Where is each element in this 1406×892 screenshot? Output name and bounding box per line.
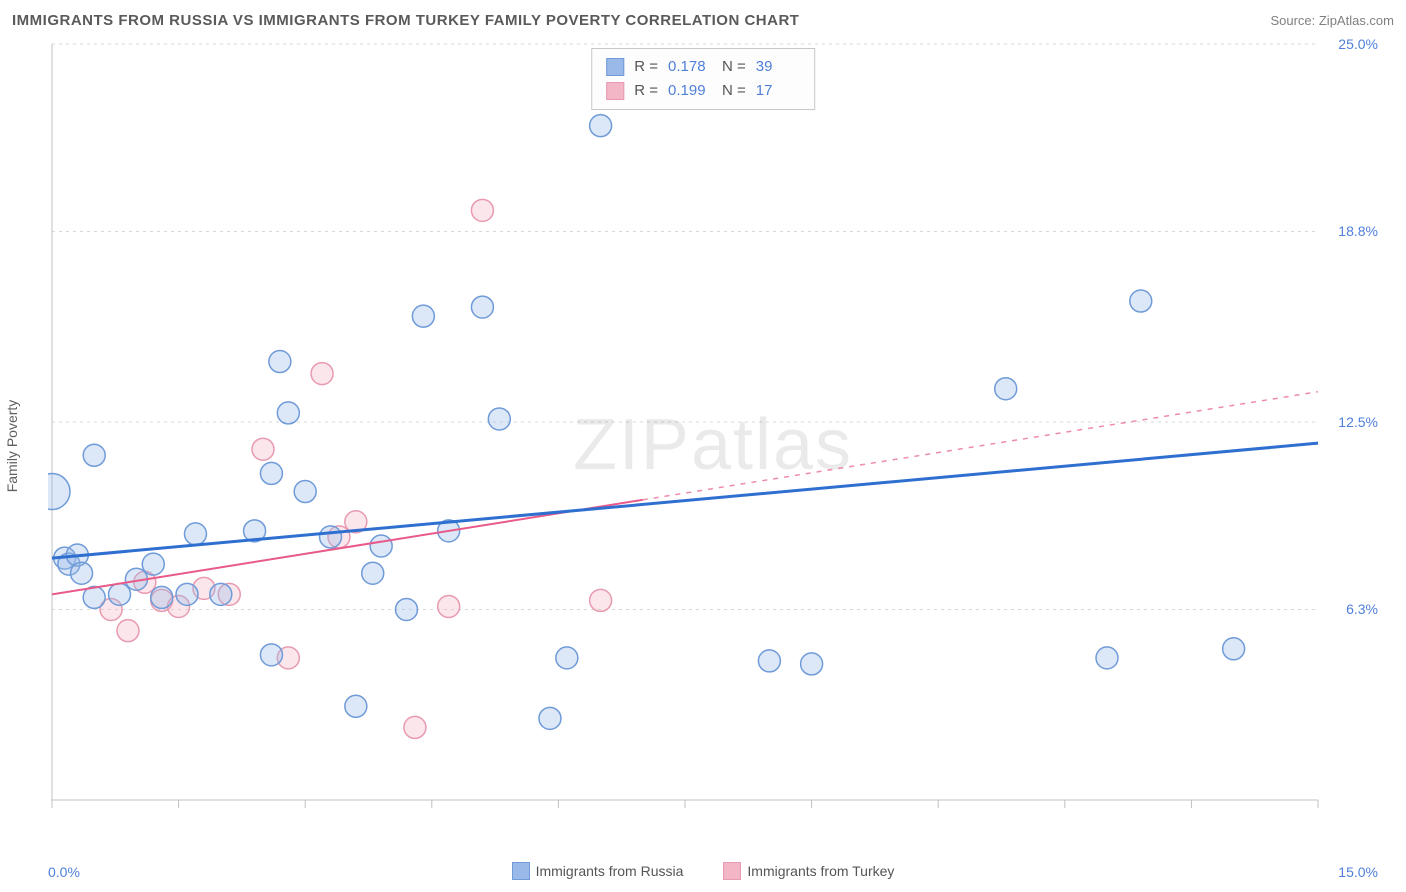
legend-item-turkey: Immigrants from Turkey xyxy=(723,862,894,880)
svg-text:ZIPatlas: ZIPatlas xyxy=(573,405,853,485)
y-tick-label: 6.3% xyxy=(1342,601,1378,617)
stats-legend-box: R = 0.178 N = 39 R = 0.199 N = 17 xyxy=(591,48,815,110)
legend-item-russia: Immigrants from Russia xyxy=(512,862,684,880)
y-tick-label: 12.5% xyxy=(1334,414,1378,430)
swatch-russia-icon xyxy=(512,862,530,880)
series-legend: Immigrants from Russia Immigrants from T… xyxy=(0,862,1406,880)
swatch-russia-icon xyxy=(606,58,624,76)
swatch-turkey-icon xyxy=(606,82,624,100)
y-tick-label: 25.0% xyxy=(1334,36,1378,52)
stats-row-russia: R = 0.178 N = 39 xyxy=(606,55,800,79)
chart-header: IMMIGRANTS FROM RUSSIA VS IMMIGRANTS FRO… xyxy=(0,0,1406,40)
scatter-svg: ZIPatlas xyxy=(48,40,1378,820)
swatch-turkey-icon xyxy=(723,862,741,880)
stats-row-turkey: R = 0.199 N = 17 xyxy=(606,79,800,103)
y-axis-label: Family Poverty xyxy=(4,400,20,493)
chart-title: IMMIGRANTS FROM RUSSIA VS IMMIGRANTS FRO… xyxy=(12,12,799,29)
source-label: Source: ZipAtlas.com xyxy=(1270,13,1394,28)
chart-plot-area: ZIPatlas xyxy=(48,40,1378,820)
y-tick-label: 18.8% xyxy=(1334,223,1378,239)
